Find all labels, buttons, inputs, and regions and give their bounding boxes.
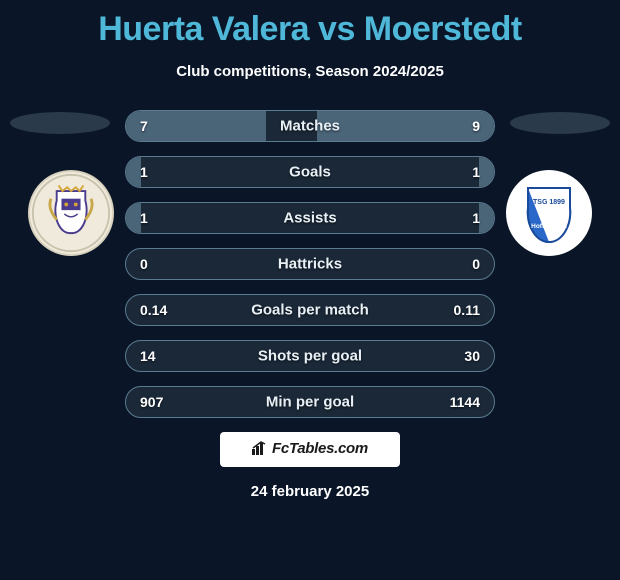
stat-row: 1430Shots per goal [125, 340, 495, 372]
branding-badge: FcTables.com [220, 432, 400, 467]
stat-row: 79Matches [125, 110, 495, 142]
hoffenheim-crest-icon: TSG 1899 Hoffenheim [506, 170, 592, 256]
stat-row: 0.140.11Goals per match [125, 294, 495, 326]
stat-label: Hattricks [126, 256, 494, 273]
chart-bars-icon [252, 441, 268, 459]
stat-label: Goals per match [126, 302, 494, 319]
comparison-date: 24 february 2025 [0, 483, 620, 500]
comparison-content: TSG 1899 Hoffenheim 79Matches 11Goals 11As… [0, 110, 620, 418]
stat-row: 00Hattricks [125, 248, 495, 280]
player-shadow-right [510, 112, 610, 134]
stats-list: 79Matches 11Goals 11Assists 00Hattricks 0.14… [125, 110, 495, 418]
stat-label: Matches [126, 118, 494, 135]
page-title: Huerta Valera vs Moerstedt [0, 0, 620, 49]
player-shadow-left [10, 112, 110, 134]
stat-row: 9071144Min per goal [125, 386, 495, 418]
svg-text:TSG 1899: TSG 1899 [533, 199, 565, 206]
team-crest-left [28, 170, 114, 256]
stat-row: 11Assists [125, 202, 495, 234]
stat-label: Shots per goal [126, 348, 494, 365]
branding-text: FcTables.com [272, 440, 368, 457]
anderlecht-crest-icon [30, 172, 112, 254]
stat-label: Min per goal [126, 394, 494, 411]
season-subtitle: Club competitions, Season 2024/2025 [0, 63, 620, 80]
team-crest-right: TSG 1899 Hoffenheim [506, 170, 592, 256]
stat-row: 11Goals [125, 156, 495, 188]
stat-label: Assists [126, 210, 494, 227]
svg-text:Hoffenheim: Hoffenheim [531, 223, 567, 230]
stat-label: Goals [126, 164, 494, 181]
